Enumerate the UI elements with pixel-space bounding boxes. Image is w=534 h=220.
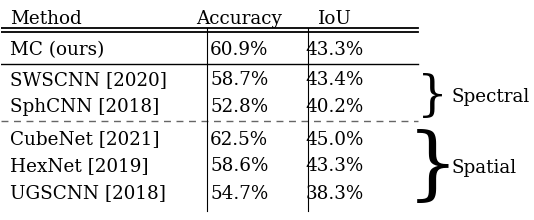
Text: 54.7%: 54.7% (210, 185, 269, 202)
Text: SphCNN [2018]: SphCNN [2018] (10, 98, 160, 116)
Text: Spatial: Spatial (452, 159, 517, 177)
Text: 62.5%: 62.5% (210, 130, 268, 148)
Text: Accuracy: Accuracy (197, 10, 282, 28)
Text: 43.3%: 43.3% (305, 157, 364, 175)
Text: IoU: IoU (318, 10, 351, 28)
Text: Spectral: Spectral (452, 88, 530, 106)
Text: }: } (407, 129, 458, 207)
Text: 52.8%: 52.8% (210, 98, 268, 116)
Text: HexNet [2019]: HexNet [2019] (10, 157, 149, 175)
Text: 60.9%: 60.9% (210, 41, 269, 59)
Text: 43.3%: 43.3% (305, 41, 364, 59)
Text: MC (ours): MC (ours) (10, 41, 105, 59)
Text: 58.6%: 58.6% (210, 157, 269, 175)
Text: 45.0%: 45.0% (305, 130, 364, 148)
Text: SWSCNN [2020]: SWSCNN [2020] (10, 72, 167, 90)
Text: 40.2%: 40.2% (305, 98, 364, 116)
Text: UGSCNN [2018]: UGSCNN [2018] (10, 185, 166, 202)
Text: 38.3%: 38.3% (305, 185, 364, 202)
Text: }: } (417, 73, 448, 120)
Text: CubeNet [2021]: CubeNet [2021] (10, 130, 160, 148)
Text: 58.7%: 58.7% (210, 72, 269, 90)
Text: 43.4%: 43.4% (305, 72, 364, 90)
Text: Method: Method (10, 10, 82, 28)
